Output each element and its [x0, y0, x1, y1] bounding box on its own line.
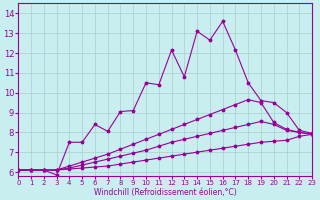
- X-axis label: Windchill (Refroidissement éolien,°C): Windchill (Refroidissement éolien,°C): [94, 188, 236, 197]
